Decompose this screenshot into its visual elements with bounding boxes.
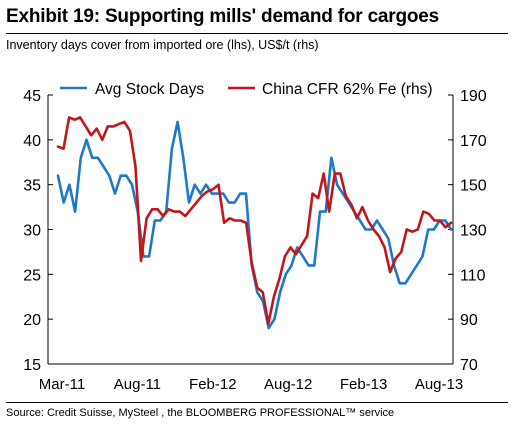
x-tick-label: Aug-13 [415,376,463,393]
left-tick-label: 15 [23,357,41,374]
source-rule [6,402,508,403]
x-tick-label: Aug-11 [114,376,161,393]
series-line-china-cfr [56,116,453,325]
right-tick-label: 190 [460,88,487,105]
left-tick-label: 45 [23,88,41,105]
right-tick-label: 110 [460,267,486,284]
chart-legend: Avg Stock Days China CFR 62% Fe (rhs) [60,81,433,98]
left-tick-label: 25 [23,267,41,284]
legend-label: China CFR 62% Fe (rhs) [262,81,433,98]
line-chart: 15 20 25 30 35 40 45 70 90 110 130 150 170 190 Mar-11 A… [23,81,487,393]
right-tick-label: 150 [460,178,487,195]
right-tick-label: 90 [460,312,478,329]
left-tick-label: 40 [23,133,41,150]
chart-title: Exhibit 19: Supporting mills' demand for… [6,6,440,27]
right-tick-label: 170 [460,133,487,150]
right-tick-label: 70 [460,357,478,374]
right-tick-label: 130 [460,223,487,240]
x-tick-label: Feb-12 [189,376,237,393]
left-tick-label: 35 [23,178,41,195]
source-note: Source: Credit Suisse, MySteel , the BLO… [6,407,395,419]
chart-axes: 15 20 25 30 35 40 45 70 90 110 130 150 170 190 Mar-11 A… [23,88,487,393]
chart-lines [56,116,453,330]
series-line-avg-stock-days [56,120,453,330]
x-tick-label: Mar-11 [39,376,85,393]
legend-label: Avg Stock Days [95,81,204,98]
chart-subtitle: Inventory days cover from imported ore (… [6,38,319,52]
left-tick-label: 30 [23,223,41,240]
title-rule [6,33,508,34]
x-tick-label: Aug-12 [264,376,312,393]
left-tick-label: 20 [23,312,41,329]
x-tick-label: Feb-13 [340,376,388,393]
